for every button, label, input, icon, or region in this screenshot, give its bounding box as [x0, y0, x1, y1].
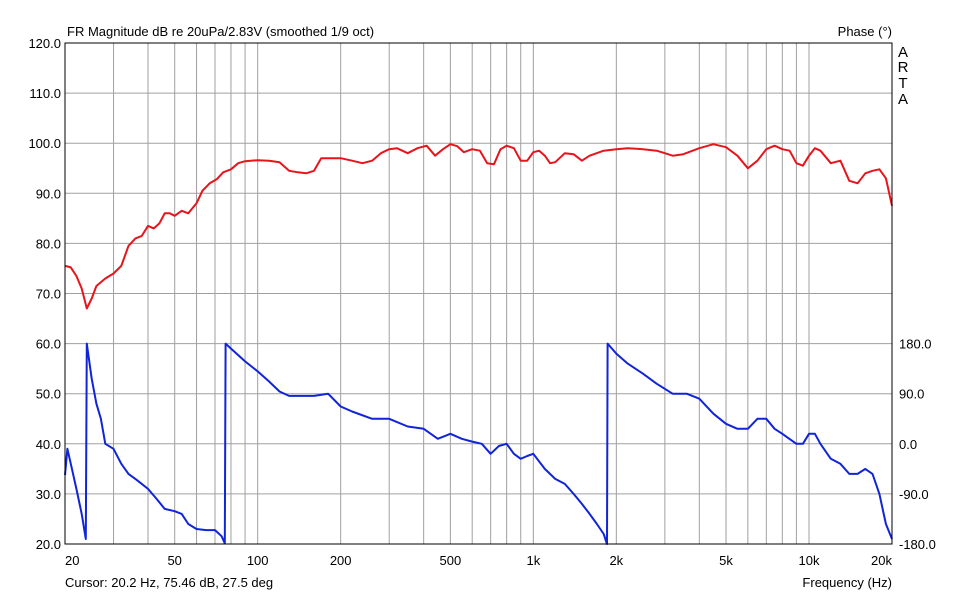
y-tick-label-left: 20.0 — [36, 537, 61, 552]
plot-grid — [64, 42, 893, 545]
x-tick-label: 200 — [330, 553, 352, 568]
cursor-readout: Cursor: 20.2 Hz, 75.46 dB, 27.5 deg — [65, 575, 273, 590]
x-tick-label: 2k — [609, 553, 623, 568]
x-tick-label: 100 — [247, 553, 269, 568]
brand-letter: T — [898, 75, 907, 92]
magnitude-trace — [64, 143, 893, 310]
phase-trace — [64, 342, 893, 545]
y-tick-label-left: 30.0 — [36, 487, 61, 502]
phase-axis-title: Phase (°) — [838, 24, 892, 39]
x-tick-label: 20 — [65, 553, 79, 568]
y-tick-label-left: 40.0 — [36, 437, 61, 452]
y-tick-label-left: 70.0 — [36, 287, 61, 302]
y-tick-label-right: -180.0 — [899, 537, 936, 552]
plot-frame — [64, 42, 893, 545]
arta-brand-label: A R T A — [898, 44, 909, 108]
x-tick-label: 1k — [526, 553, 540, 568]
x-tick-label: 5k — [719, 553, 733, 568]
x-tick-label: 10k — [799, 553, 820, 568]
y-tick-label-left: 110.0 — [29, 86, 61, 101]
brand-letter: A — [898, 44, 908, 61]
y-tick-label-right: 90.0 — [899, 387, 924, 402]
y-tick-label-right: 180.0 — [899, 337, 932, 352]
brand-letter: R — [898, 59, 909, 76]
y-tick-label-left: 60.0 — [36, 337, 61, 352]
x-tick-label: 500 — [440, 553, 462, 568]
x-tick-label: 20k — [871, 553, 892, 568]
y-tick-label-right: 0.0 — [899, 437, 917, 452]
y-tick-label-left: 120.0 — [28, 36, 61, 51]
y-tick-label-left: 50.0 — [36, 387, 61, 402]
y-tick-label-left: 100.0 — [28, 136, 61, 151]
x-tick-label: 50 — [167, 553, 181, 568]
axis-labels: 120.0 110.0 100.0 90.0 80.0 70.0 60.0 50.0 40.0 3… — [28, 36, 935, 568]
x-axis-title: Frequency (Hz) — [802, 575, 892, 590]
y-tick-label-left: 90.0 — [36, 186, 61, 201]
brand-letter: A — [898, 91, 908, 108]
y-tick-label-left: 80.0 — [36, 236, 61, 251]
chart-title: FR Magnitude dB re 20uPa/2.83V (smoothed… — [67, 24, 374, 39]
plot-traces — [64, 143, 893, 545]
y-tick-label-right: -90.0 — [899, 487, 929, 502]
